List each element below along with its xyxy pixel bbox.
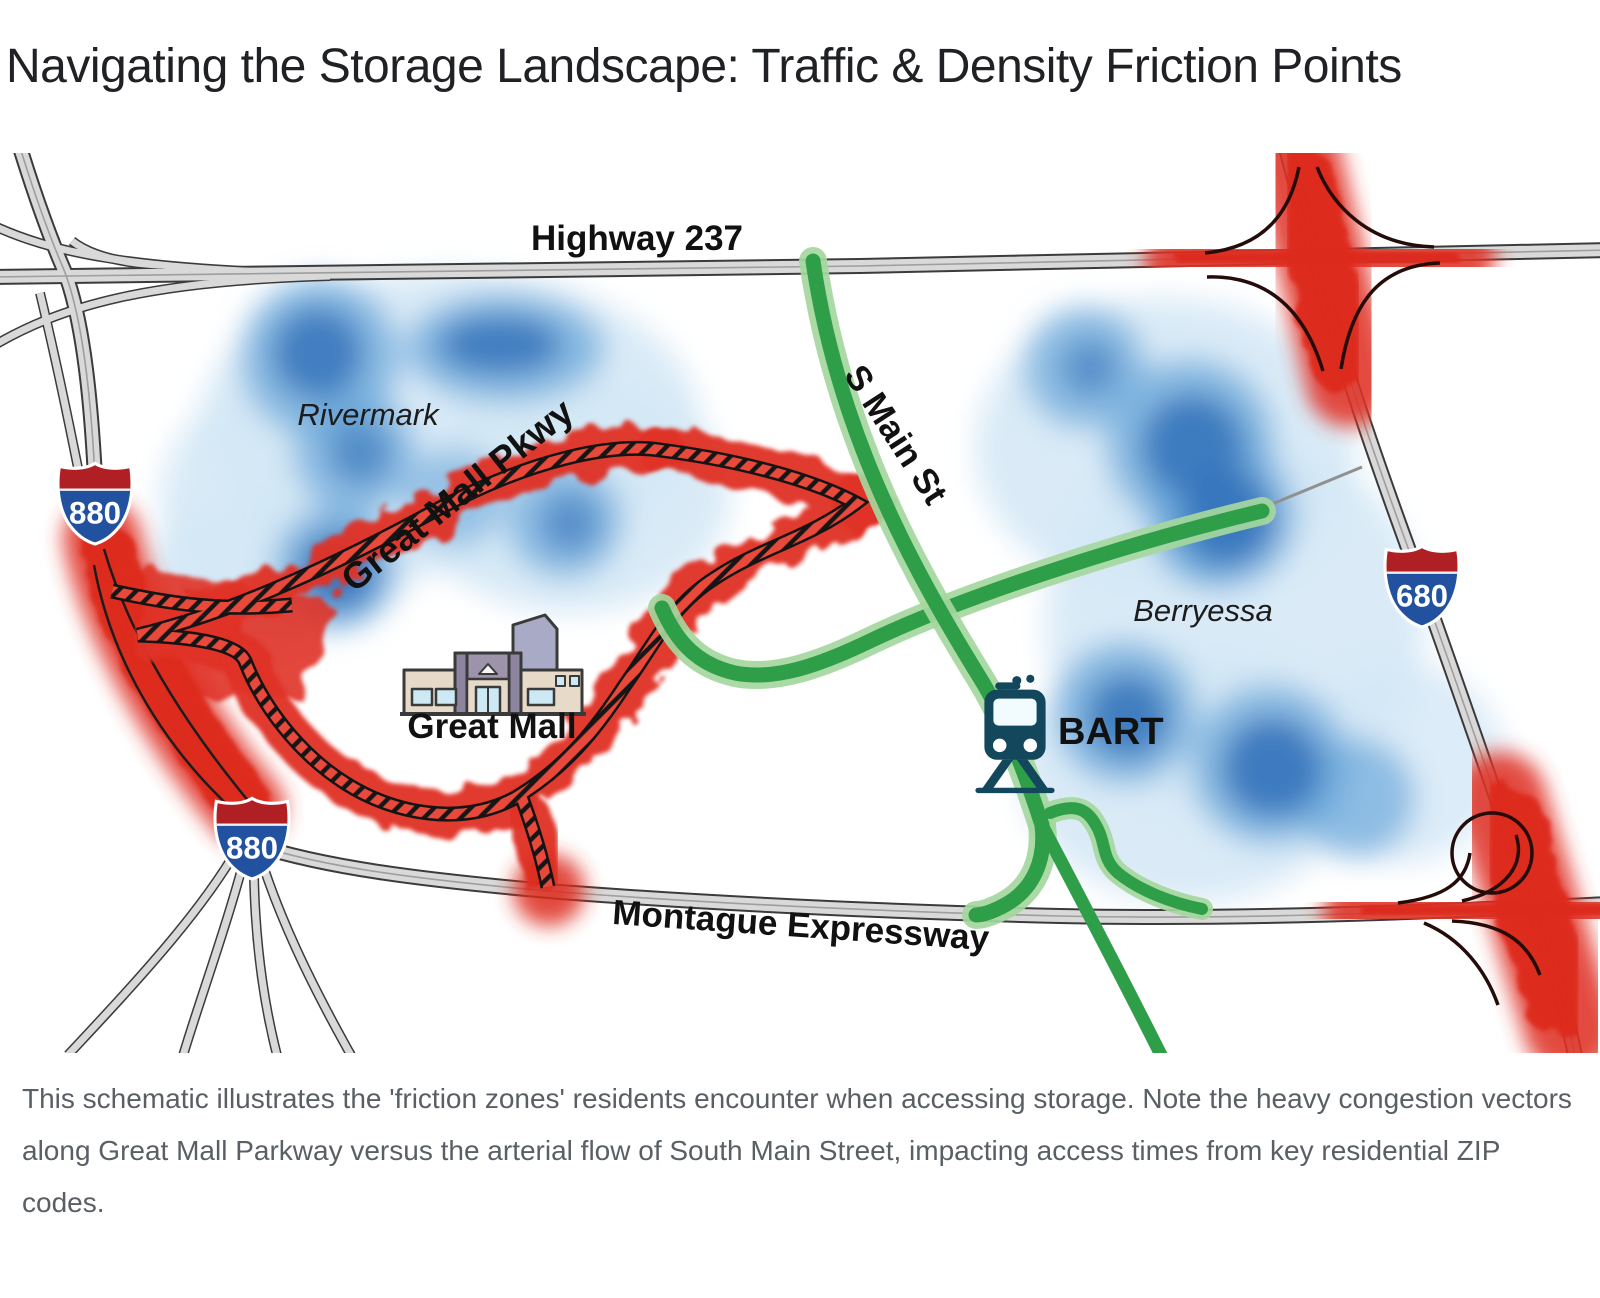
shield-i880-south: 880: [211, 796, 292, 883]
schematic-map: 880 880 680 Highway 237 Great Mall Pkwy …: [0, 153, 1600, 1054]
great-mall-building-icon: [400, 613, 586, 717]
bart-station-icon: [975, 675, 1055, 794]
congestion-zone-great-mall-pkwy: [112, 426, 882, 927]
shield-i680: 680: [1381, 544, 1462, 631]
shield-number: 880: [69, 496, 121, 531]
label-bart: BART: [1058, 711, 1164, 753]
label-rivermark: Rivermark: [297, 397, 440, 432]
road-s-main-continuation: [1035, 818, 1168, 1054]
label-highway-237: Highway 237: [531, 219, 743, 258]
label-great-mall: Great Mall: [407, 707, 576, 746]
congestion-zone-montague-680: [1323, 752, 1600, 1054]
congestion-zone-237-680: [1144, 153, 1496, 428]
page-title: Navigating the Storage Landscape: Traffi…: [6, 40, 1402, 93]
label-berryessa: Berryessa: [1133, 593, 1273, 628]
shield-number: 880: [226, 831, 278, 866]
shield-i880-north: 880: [54, 461, 135, 548]
road-stub-line: [1259, 465, 1363, 511]
figure-caption: This schematic illustrates the 'friction…: [22, 1083, 1572, 1218]
shield-number: 680: [1396, 579, 1448, 614]
map-figure: 880 880 680 Highway 237 Great Mall Pkwy …: [0, 153, 1600, 1054]
road-arterial-east: [648, 497, 1276, 690]
